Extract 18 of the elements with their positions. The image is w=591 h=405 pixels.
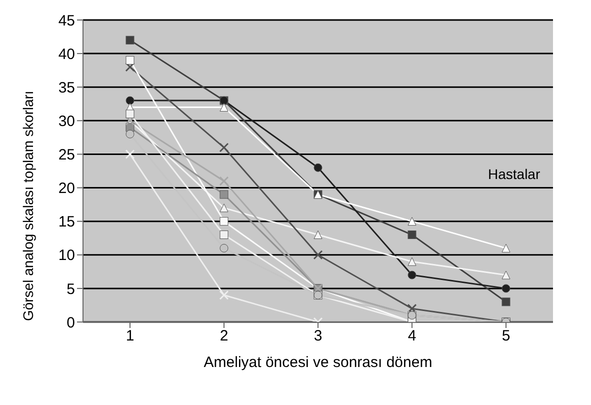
- x-axis-title: Ameliyat öncesi ve sonrası dönem: [204, 354, 432, 371]
- x-tick-label: 5: [502, 328, 510, 345]
- annotation: Hastalar: [488, 166, 540, 182]
- y-tick-label: 30: [58, 112, 75, 130]
- x-tick-label: 4: [408, 328, 416, 345]
- x-tick-label: 3: [314, 328, 322, 345]
- y-tick-label: 0: [66, 314, 75, 332]
- y-tick-label: 45: [58, 12, 75, 30]
- x-tick-label: 1: [126, 328, 134, 345]
- x-tick-label: 2: [220, 328, 228, 345]
- y-tick-label: 40: [58, 46, 75, 63]
- y-tick-label: 35: [58, 79, 75, 96]
- y-tick-label: 15: [58, 214, 75, 231]
- y-tick-label: 20: [58, 180, 75, 198]
- y-tick-label: 5: [66, 280, 75, 298]
- y-tick-label: 10: [58, 247, 75, 264]
- y-axis-title: Görsel analog skalası toplam skorları: [20, 90, 36, 321]
- y-tick-label: 25: [58, 146, 75, 164]
